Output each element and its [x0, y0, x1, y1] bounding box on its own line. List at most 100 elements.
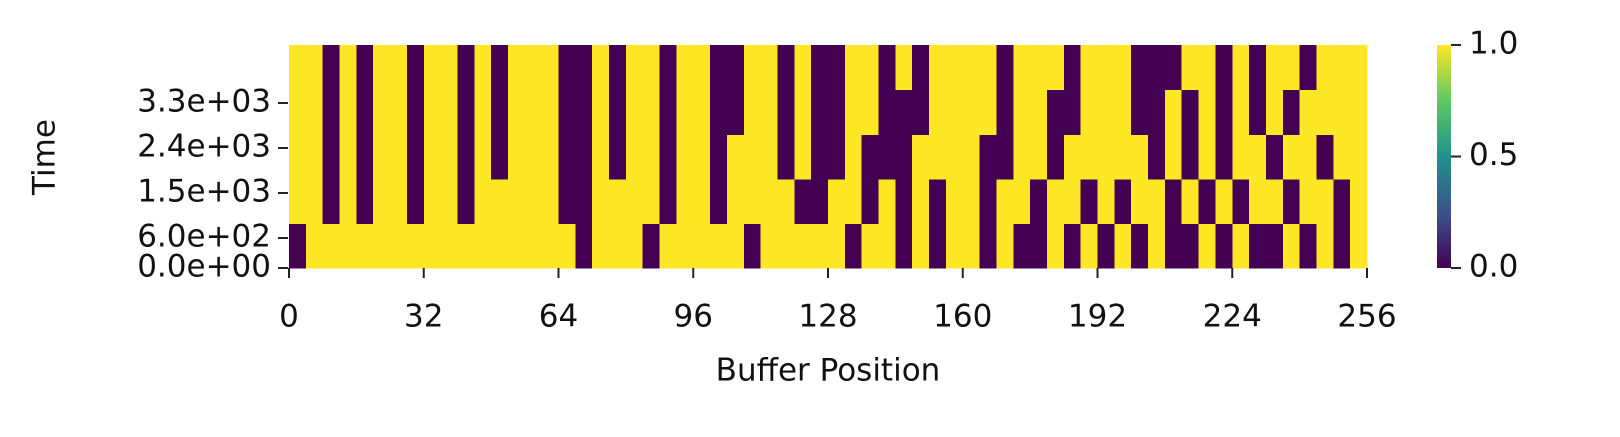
heatmap-cell [844, 223, 863, 269]
heatmap-cell [1080, 45, 1099, 91]
heatmap-cell [339, 178, 357, 224]
heatmap-cell [726, 178, 745, 224]
heatmap-cell [356, 178, 374, 224]
heatmap-cell [305, 223, 324, 269]
heatmap-cell [929, 45, 947, 91]
heatmap-cell [609, 223, 627, 269]
heatmap-cell [1198, 89, 1217, 135]
heatmap-cell [642, 223, 661, 269]
heatmap-cell [1046, 89, 1065, 135]
heatmap-cell [1097, 45, 1115, 91]
heatmap-cell [1114, 134, 1132, 180]
heatmap-cell [1080, 178, 1099, 224]
heatmap-cell [945, 134, 964, 180]
heatmap-cell [1265, 178, 1284, 224]
heatmap-cell [1013, 89, 1031, 135]
heatmap-cell [676, 45, 694, 91]
heatmap-cell [457, 134, 475, 180]
heatmap-cell [777, 223, 795, 269]
heatmap-cell [1249, 134, 1267, 180]
heatmap-cell [828, 178, 846, 224]
heatmap-cell [1013, 134, 1031, 180]
heatmap-cell [541, 178, 560, 224]
heatmap-cell [693, 178, 711, 224]
heatmap-cell [777, 89, 795, 135]
heatmap-cell [1097, 134, 1115, 180]
heatmap-cell [760, 89, 779, 135]
heatmap-cell [811, 89, 829, 135]
heatmap-cell [693, 223, 711, 269]
heatmap-cell [491, 223, 509, 269]
colorbar-tick-label: 0.5 [1469, 137, 1518, 173]
heatmap-cell [524, 89, 543, 135]
heatmap-cell [979, 134, 998, 180]
heatmap-cell [912, 223, 930, 269]
heatmap-cell [1181, 45, 1200, 91]
heatmap-cell [945, 89, 964, 135]
heatmap-cell [1013, 178, 1031, 224]
heatmap-cell [794, 178, 812, 224]
heatmap-cell [1232, 45, 1250, 91]
heatmap-cell [659, 223, 678, 269]
heatmap-cell [423, 178, 442, 224]
x-tick-label: 64 [539, 299, 578, 335]
heatmap-cell [861, 89, 880, 135]
heatmap-cell [1316, 134, 1334, 180]
heatmap-cell [642, 134, 661, 180]
heatmap-cell [861, 223, 880, 269]
heatmap-cell [423, 134, 442, 180]
heatmap-cell [710, 89, 728, 135]
heatmap-cell [440, 89, 459, 135]
y-tick-label: 2.4e+03 [137, 129, 271, 165]
heatmap-cell [390, 89, 408, 135]
heatmap-cell [659, 45, 678, 91]
heatmap-cell [929, 178, 947, 224]
heatmap-cell [1282, 134, 1301, 180]
heatmap-cell [474, 178, 492, 224]
heatmap-cell [912, 178, 930, 224]
heatmap-cell [1046, 223, 1065, 269]
heatmap-cell [356, 134, 374, 180]
heatmap-cell [1148, 134, 1166, 180]
heatmap-cell [592, 89, 610, 135]
heatmap-cell [844, 89, 863, 135]
heatmap-cell [743, 178, 762, 224]
heatmap-cell [1350, 134, 1368, 180]
heatmap-cell [1232, 134, 1250, 180]
heatmap-cell [1181, 134, 1200, 180]
heatmap-cell [1198, 178, 1217, 224]
heatmap-cell [1080, 134, 1099, 180]
heatmap-cell [1181, 178, 1200, 224]
heatmap-cell [1198, 134, 1217, 180]
heatmap-cell [895, 134, 913, 180]
heatmap-cell [1316, 89, 1334, 135]
heatmap-cell [322, 45, 341, 91]
heatmap-cell [1232, 89, 1250, 135]
heatmap-cell [1299, 89, 1318, 135]
heatmap-cell [861, 45, 880, 91]
x-tick-label: 160 [933, 299, 992, 335]
heatmap-cell [339, 45, 357, 91]
heatmap-cell [979, 45, 998, 91]
heatmap-cell [406, 134, 425, 180]
heatmap-cell [693, 45, 711, 91]
heatmap-cell [406, 178, 425, 224]
x-tick-label: 0 [279, 299, 299, 335]
heatmap-cell [1232, 178, 1250, 224]
heatmap-cell [1181, 223, 1200, 269]
x-axis-label: Buffer Position [716, 353, 941, 389]
heatmap-cell [1249, 45, 1267, 91]
heatmap-cell [474, 45, 492, 91]
heatmap-cell [558, 223, 576, 269]
heatmap-cell [676, 178, 694, 224]
heatmap-cell [524, 134, 543, 180]
heatmap-cell [979, 178, 998, 224]
heatmap-cell [1164, 134, 1183, 180]
heatmap-cell [440, 178, 459, 224]
heatmap-cell [541, 45, 560, 91]
heatmap-cell [1030, 89, 1048, 135]
heatmap-cell [406, 223, 425, 269]
heatmap-cell [339, 134, 357, 180]
heatmap-cell [1080, 223, 1099, 269]
